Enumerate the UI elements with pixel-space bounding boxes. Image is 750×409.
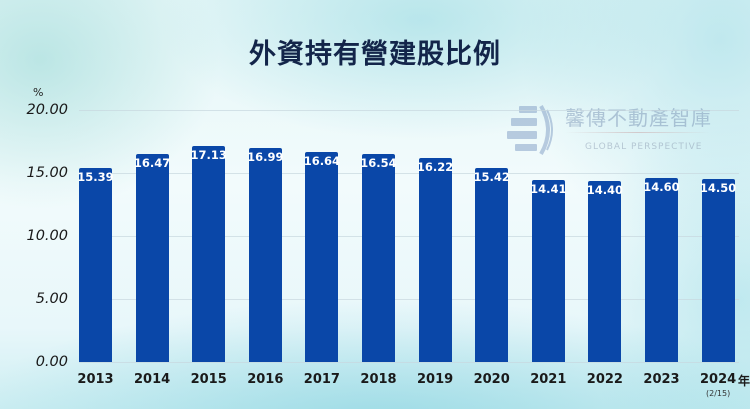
bar-value-label: 16.47 — [133, 156, 171, 171]
bar-value-label: 15.39 — [77, 170, 114, 185]
bar-2015: 17.13 — [190, 146, 227, 362]
bar-2016: 16.99 — [247, 147, 283, 362]
x-tick-label: 2015 — [190, 372, 227, 387]
bar-2018: 16.54 — [360, 153, 397, 362]
bar-value-label: 16.64 — [303, 154, 341, 169]
x-tick-label: 2018 — [360, 372, 397, 387]
gridline — [79, 299, 739, 300]
x-tick-label: 2023 — [643, 372, 680, 387]
x-tick-label: 2017 — [303, 372, 340, 387]
bar-2014: 16.47 — [134, 154, 170, 362]
bar-2019: 16.22 — [417, 157, 453, 362]
bar-2022: 14.40 — [587, 180, 623, 362]
bar-value-label: 14.41 — [530, 182, 567, 197]
x-tick-label: 2020 — [473, 372, 510, 387]
bar-2021: 14.41 — [530, 180, 566, 362]
chart-title: 外資持有營建股比例 — [249, 39, 501, 70]
y-tick-label: 20.00 — [26, 102, 68, 118]
bar-2023: 14.60 — [643, 178, 680, 362]
x-tick-label: 2016 — [247, 372, 284, 387]
bar-value-label: 14.60 — [643, 180, 680, 195]
bar-value-label: 14.40 — [586, 182, 624, 197]
y-axis-unit: % — [33, 86, 44, 99]
x-tick-sublabel: (2/15) — [705, 389, 731, 398]
y-tick-label: 15.00 — [26, 165, 68, 181]
bar-value-label: 16.99 — [247, 149, 284, 164]
bar-value-label: 16.54 — [360, 155, 397, 170]
gridline — [79, 362, 739, 363]
globe-icon — [507, 104, 553, 156]
y-tick-label: 5.00 — [35, 291, 68, 307]
y-tick-label: 0.00 — [35, 354, 68, 370]
bar-2017: 16.64 — [304, 152, 340, 362]
gridline — [79, 173, 739, 174]
bar-value-label: 15.42 — [473, 169, 510, 184]
x-axis-unit: 年 — [738, 374, 750, 388]
bar-value-label: 16.22 — [416, 159, 454, 174]
x-tick-label: 2013 — [77, 372, 114, 387]
bar-2024: 14.50 — [700, 179, 736, 362]
bar-2020: 15.42 — [473, 167, 510, 362]
x-tick-label: 2021 — [530, 372, 567, 387]
x-tick-label: 2022 — [586, 372, 623, 387]
watermark-brand-en: GLOBAL PERSPECTIVE — [585, 142, 703, 152]
watermark-divider — [565, 132, 710, 133]
bar-2013: 15.39 — [77, 168, 114, 362]
bar-value-label: 17.13 — [190, 148, 227, 163]
x-tick-label: 2019 — [417, 372, 454, 387]
bar-value-label: 14.50 — [699, 181, 737, 196]
x-tick-label: 2014 — [134, 372, 171, 387]
gridline — [79, 236, 739, 237]
y-tick-label: 10.00 — [26, 228, 68, 244]
x-tick-label: 2024 — [700, 372, 737, 387]
watermark-brand-cn: 馨傳不動產智庫 — [565, 106, 712, 130]
gridline — [79, 110, 739, 111]
